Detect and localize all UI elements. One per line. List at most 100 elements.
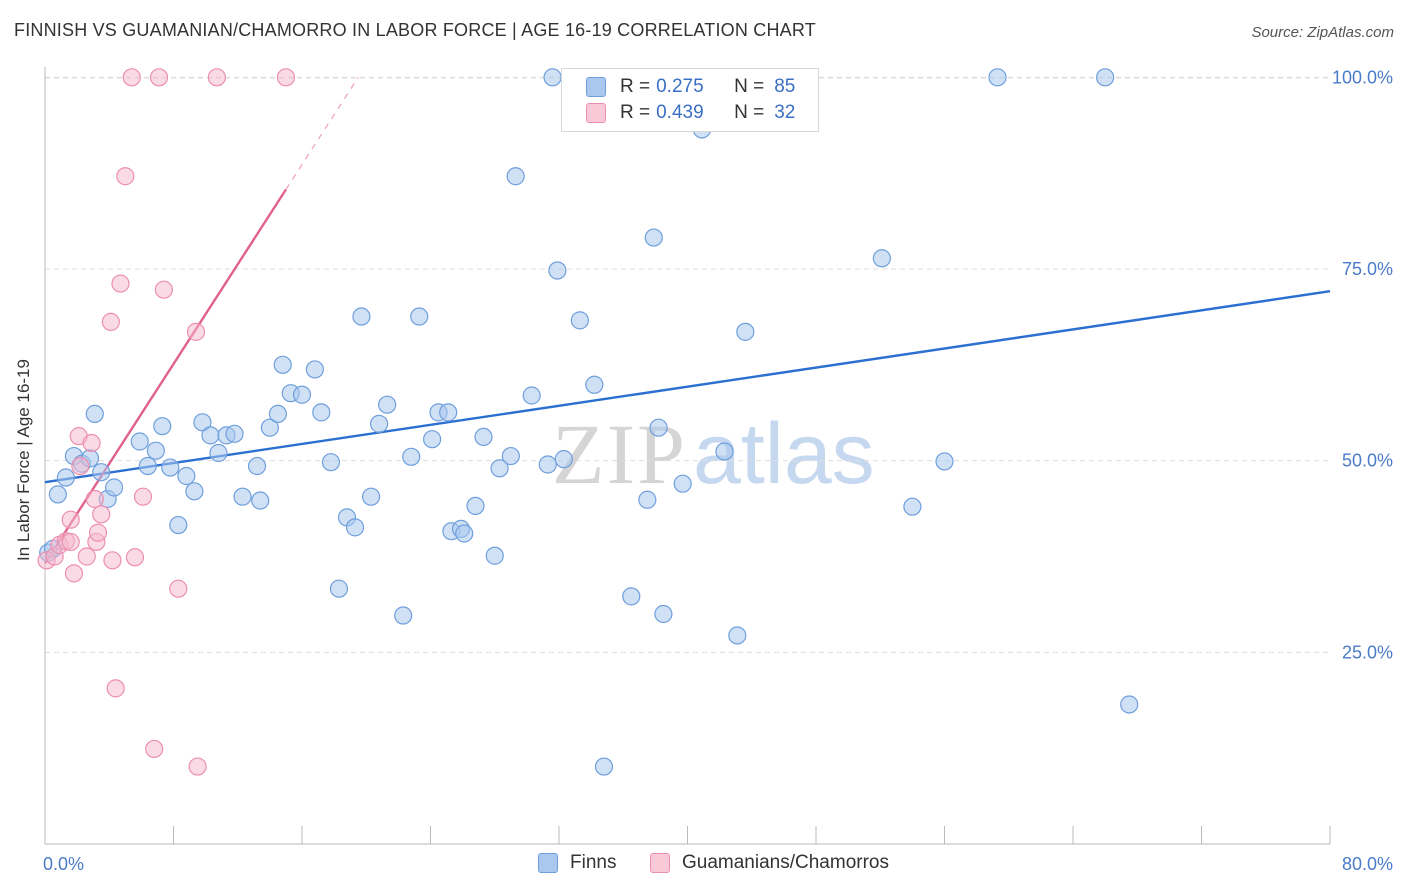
- finns-point-53: [485, 546, 504, 565]
- finns-point-27: [260, 418, 279, 437]
- guam-n-value: 32: [774, 102, 796, 123]
- guam-point-19: [116, 167, 135, 186]
- finns-point-43: [402, 447, 421, 466]
- finns-point-37: [345, 518, 365, 537]
- finns-point-70: [654, 604, 673, 624]
- finns-point-17: [177, 466, 196, 486]
- legend-row-finns: R = 0.275 N = 85: [586, 75, 795, 99]
- finns-point-69: [649, 418, 668, 437]
- finns-point-2: [48, 485, 67, 504]
- guam-point-22: [133, 487, 153, 506]
- legend-item-guam[interactable]: Guamanians/Chamorros: [650, 852, 889, 874]
- finns-point-35: [329, 579, 349, 598]
- finns-point-66: [622, 587, 641, 606]
- guam-point-4: [61, 532, 80, 552]
- finns-point-71: [673, 474, 692, 493]
- guam-point-29: [207, 68, 226, 87]
- finns-point-45: [423, 430, 442, 449]
- legend-finns-swatch: [538, 853, 558, 873]
- finns-point-56: [506, 167, 525, 186]
- finns-point-3: [56, 468, 75, 487]
- finns-swatch: [586, 77, 606, 97]
- guam-point-27: [186, 322, 206, 341]
- guam-r-label: R =: [620, 102, 651, 123]
- finns-n-label: N =: [734, 76, 765, 97]
- trend-line-finns: [44, 290, 1331, 484]
- correlation-legend: R = 0.275 N = 85 R = 0.439 N = 32: [561, 68, 819, 132]
- finns-point-19: [193, 413, 212, 432]
- finns-point-64: [594, 757, 614, 776]
- guam-point-20: [122, 68, 141, 87]
- finns-n-value: 85: [774, 76, 796, 97]
- finns-point-75: [736, 322, 755, 341]
- finns-r-value: 0.275: [656, 76, 704, 97]
- finns-point-11: [130, 432, 149, 451]
- chart-title: FINNISH VS GUAMANIAN/CHAMORRO IN LABOR F…: [14, 20, 816, 40]
- finns-point-77: [903, 497, 922, 516]
- tick-labels: 25.0% 50.0% 75.0% 100.0% 0.0% 80.0%: [43, 67, 1393, 874]
- y-tick-label-100: 100.0%: [1332, 67, 1393, 87]
- finns-point-33: [312, 403, 331, 422]
- finns-point-29: [273, 355, 292, 374]
- finns-point-81: [1120, 695, 1139, 714]
- finns-point-47: [439, 403, 458, 422]
- series-guam: [37, 68, 296, 776]
- finns-point-42: [394, 606, 413, 625]
- finns-point-52: [474, 427, 493, 446]
- finns-point-24: [233, 487, 252, 506]
- finns-point-79: [988, 68, 1007, 87]
- finns-point-80: [1096, 68, 1115, 87]
- finns-point-25: [247, 456, 267, 476]
- guam-point-25: [154, 280, 173, 299]
- finns-point-7: [85, 404, 104, 423]
- finns-point-23: [225, 424, 244, 443]
- y-tick-label-25: 25.0%: [1342, 642, 1393, 662]
- guam-point-16: [103, 551, 122, 570]
- guam-point-23: [145, 739, 164, 759]
- finns-point-31: [292, 385, 312, 404]
- series-legend: Finns Guamanians/Chamorros: [0, 852, 1406, 878]
- finns-point-68: [644, 228, 663, 247]
- finns-point-32: [305, 360, 324, 379]
- finns-point-8: [92, 463, 111, 482]
- y-tick-label-50: 50.0%: [1342, 451, 1393, 471]
- finns-point-26: [251, 491, 270, 510]
- legend-row-guam: R = 0.439 N = 32: [586, 101, 795, 125]
- finns-point-21: [209, 443, 228, 463]
- legend-finns-label: Finns: [570, 852, 617, 873]
- finns-point-63: [585, 375, 604, 394]
- finns-point-40: [370, 414, 389, 433]
- guam-point-21: [125, 548, 145, 567]
- guam-point-24: [149, 68, 169, 87]
- finns-point-62: [570, 311, 589, 330]
- finns-point-13: [146, 441, 165, 460]
- y-axis-label: In Labor Force | Age 16-19: [14, 359, 33, 561]
- guam-point-5: [61, 510, 80, 529]
- finns-point-57: [522, 386, 541, 405]
- guam-n-label: N =: [734, 102, 765, 123]
- guam-point-26: [169, 579, 188, 598]
- finns-point-74: [728, 626, 747, 645]
- finns-point-10: [104, 478, 124, 497]
- legend-item-finns[interactable]: Finns: [538, 852, 616, 874]
- finns-point-58: [538, 455, 557, 474]
- finns-point-54: [490, 459, 509, 478]
- finns-point-73: [715, 442, 734, 461]
- guam-point-13: [88, 523, 108, 542]
- finns-point-76: [872, 249, 891, 268]
- finns-point-41: [378, 395, 397, 414]
- finns-point-67: [638, 490, 657, 509]
- series-finns: [39, 68, 1139, 776]
- guam-point-8: [71, 456, 90, 476]
- finns-point-55: [501, 446, 520, 466]
- trend-line-extension-guam: [285, 77, 359, 190]
- guam-point-10: [82, 433, 101, 453]
- finns-point-20: [201, 426, 220, 445]
- finns-point-39: [361, 487, 381, 506]
- legend-guam-label: Guamanians/Chamorros: [682, 852, 889, 873]
- finns-point-15: [161, 458, 180, 477]
- finns-point-34: [321, 453, 341, 472]
- finns-point-78: [935, 452, 954, 471]
- guam-point-28: [188, 757, 207, 776]
